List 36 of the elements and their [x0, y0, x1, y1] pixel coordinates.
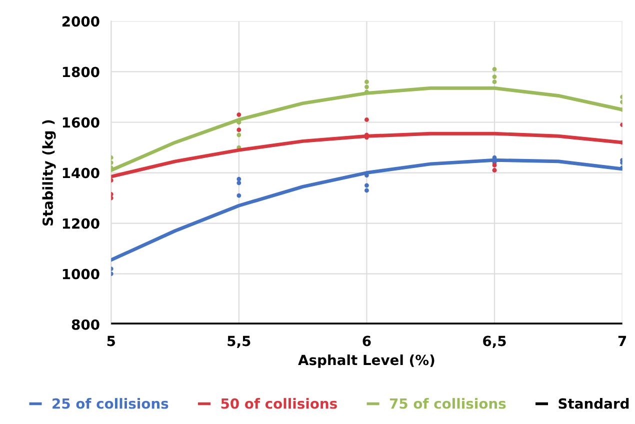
- y-tick-label: 1800: [62, 66, 100, 78]
- point: [364, 118, 369, 122]
- point: [492, 163, 497, 168]
- point: [492, 67, 497, 72]
- point: [236, 132, 242, 138]
- point: [364, 80, 369, 84]
- point: [236, 128, 242, 132]
- y-tick-label: 800: [72, 319, 100, 330]
- y-tick-label: 1000: [62, 268, 100, 280]
- point: [236, 180, 242, 186]
- point: [236, 112, 242, 117]
- x-tick-label: 7: [618, 336, 626, 346]
- x-tick-label: 5: [107, 336, 115, 346]
- y-tick-label: 1200: [62, 218, 100, 229]
- legend-label: 50 of collisions: [221, 398, 337, 409]
- line-series: [111, 132, 622, 178]
- y-tick-label: 2000: [62, 16, 100, 27]
- x-tick-label: 6: [362, 336, 371, 346]
- x-tick-label: 5,5: [228, 336, 250, 348]
- point: [236, 193, 242, 198]
- point: [364, 84, 369, 90]
- legend-label: 25 of collisions: [52, 398, 168, 409]
- point: [364, 183, 369, 188]
- point: [492, 74, 497, 79]
- y-tick-label: 1400: [62, 168, 100, 178]
- x-tick-label: 6,5: [483, 336, 506, 348]
- line-series: [111, 86, 622, 172]
- y-axis-title: Stability (kg ): [42, 120, 56, 226]
- point: [236, 176, 242, 182]
- y-tick-label: 1600: [62, 117, 100, 128]
- point: [492, 80, 497, 84]
- point: [364, 188, 369, 193]
- line-series: [111, 158, 622, 262]
- x-axis-title: Asphalt Level (%): [298, 354, 434, 368]
- legend-label: Standard: [558, 398, 629, 409]
- legend-label: 75 of collisions: [390, 398, 506, 409]
